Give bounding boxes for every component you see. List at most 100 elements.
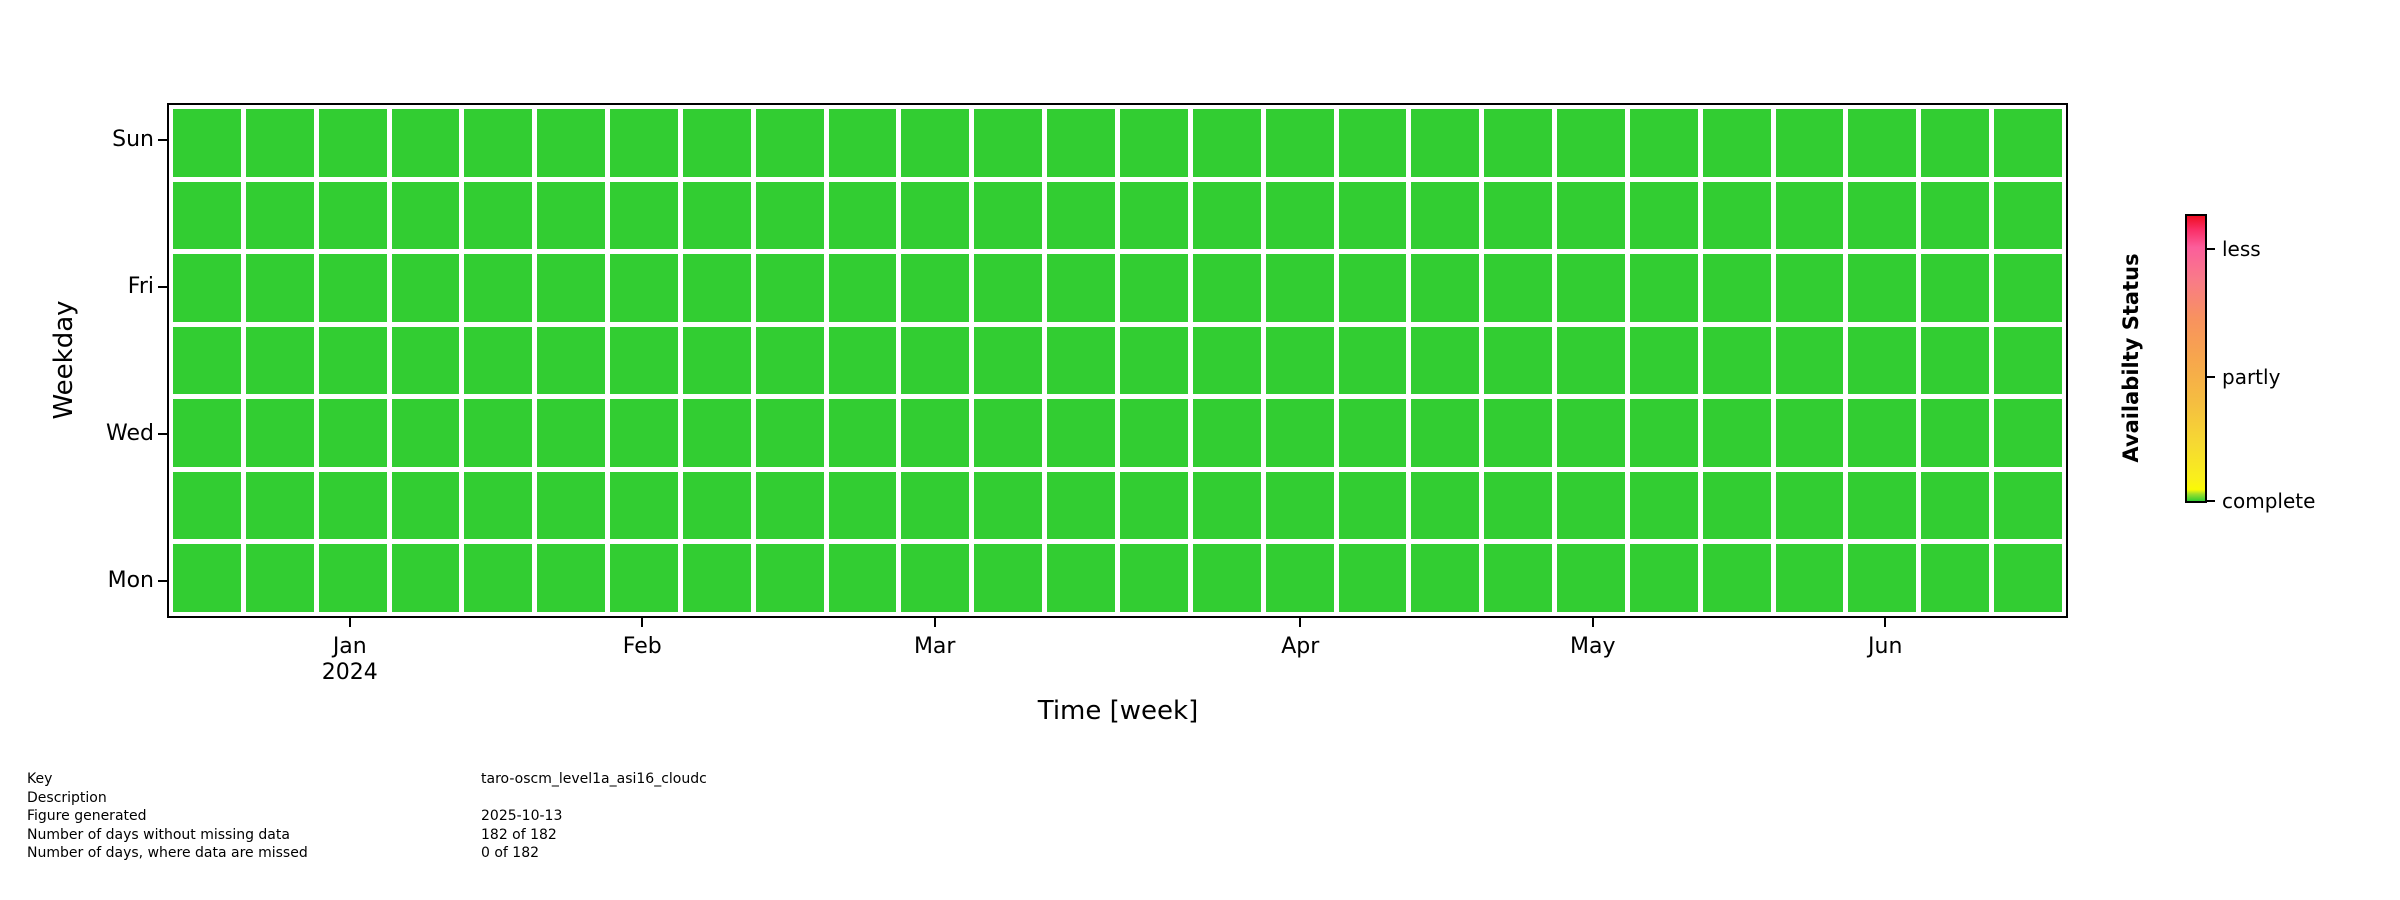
- heatmap-cell: [1411, 399, 1480, 467]
- heatmap-cell: [1848, 109, 1917, 177]
- colorbar-tick-mark: [2207, 500, 2215, 502]
- heatmap-cell: [1119, 471, 1188, 540]
- heatmap-cell: [1411, 326, 1480, 395]
- heatmap-cell: [1265, 109, 1334, 177]
- heatmap-cell: [1119, 254, 1188, 322]
- heatmap-cell: [1629, 544, 1698, 612]
- x-tick-label: Jun: [1868, 634, 1903, 659]
- heatmap-cell: [974, 326, 1043, 395]
- heatmap-cell: [828, 471, 897, 540]
- heatmap-cell: [173, 544, 241, 612]
- heatmap-cell: [828, 109, 897, 177]
- heatmap-cell: [1629, 181, 1698, 250]
- heatmap-cell: [245, 109, 314, 177]
- heatmap-cell: [610, 471, 678, 540]
- heatmap-cell: [974, 254, 1043, 322]
- heatmap-cell: [755, 399, 824, 467]
- heatmap-cell: [1411, 109, 1480, 177]
- heatmap-cell: [1921, 109, 1990, 177]
- heatmap-cell: [1629, 399, 1698, 467]
- heatmap-cell: [1192, 109, 1261, 177]
- heatmap-cell: [1775, 471, 1844, 540]
- colorbar-tick-label: complete: [2222, 489, 2316, 513]
- heatmap-cell: [1702, 471, 1771, 540]
- heatmap-cell: [901, 544, 970, 612]
- heatmap-cell: [974, 181, 1043, 250]
- heatmap-cell: [682, 544, 751, 612]
- heatmap-cell: [1338, 471, 1407, 540]
- heatmap-cell: [1484, 109, 1553, 177]
- x-tick-mark: [1299, 618, 1302, 627]
- heatmap-cell: [1338, 399, 1407, 467]
- heatmap-cell: [1484, 544, 1553, 612]
- x-tick-mark: [933, 618, 936, 627]
- heatmap-cell: [974, 109, 1043, 177]
- heatmap-cell: [1484, 471, 1553, 540]
- y-tick-label: Fri: [127, 273, 154, 299]
- heatmap-grid: [169, 105, 2066, 616]
- heatmap-cell: [245, 254, 314, 322]
- heatmap-cell: [974, 399, 1043, 467]
- heatmap-cell: [1557, 254, 1625, 322]
- heatmap-cell: [610, 399, 678, 467]
- heatmap-cell: [173, 109, 241, 177]
- heatmap-cell: [1775, 326, 1844, 395]
- x-tick-label: Jan: [332, 634, 367, 659]
- heatmap-cell: [1411, 544, 1480, 612]
- heatmap-cell: [1994, 399, 2062, 467]
- heatmap-cell: [1629, 254, 1698, 322]
- heatmap-cell: [1047, 399, 1115, 467]
- heatmap-cell: [464, 109, 533, 177]
- heatmap-cell: [1047, 109, 1115, 177]
- heatmap-cell: [1411, 181, 1480, 250]
- heatmap-cell: [391, 254, 460, 322]
- heatmap-cell: [1265, 471, 1334, 540]
- heatmap-cell: [1119, 326, 1188, 395]
- heatmap-cell: [1192, 326, 1261, 395]
- heatmap-cell: [318, 399, 387, 467]
- info-row-value: 182 of 182: [481, 826, 557, 843]
- heatmap-cell: [391, 109, 460, 177]
- heatmap-cell: [537, 544, 606, 612]
- heatmap-cell: [682, 471, 751, 540]
- heatmap-cell: [318, 544, 387, 612]
- y-tick-label: Wed: [106, 421, 154, 447]
- heatmap-cell: [1265, 181, 1334, 250]
- heatmap-cell: [1702, 326, 1771, 395]
- heatmap-cell: [391, 181, 460, 250]
- heatmap-cell: [1775, 399, 1844, 467]
- heatmap-cell: [828, 181, 897, 250]
- heatmap-cell: [245, 326, 314, 395]
- heatmap-cell: [1848, 254, 1917, 322]
- y-tick-mark: [158, 580, 167, 583]
- heatmap-cell: [1921, 326, 1990, 395]
- heatmap-cell: [1192, 254, 1261, 322]
- y-tick-label: Mon: [107, 568, 154, 594]
- heatmap-cell: [1557, 471, 1625, 540]
- heatmap-cell: [1994, 326, 2062, 395]
- heatmap-cell: [318, 254, 387, 322]
- heatmap-cell: [245, 544, 314, 612]
- heatmap-cell: [1338, 109, 1407, 177]
- x-tick-mark: [348, 618, 351, 627]
- heatmap-cell: [1338, 326, 1407, 395]
- heatmap-cell: [537, 326, 606, 395]
- heatmap-cell: [610, 544, 678, 612]
- heatmap-cell: [1265, 326, 1334, 395]
- heatmap-cell: [1921, 399, 1990, 467]
- heatmap-cell: [1775, 544, 1844, 612]
- heatmap-cell: [1265, 254, 1334, 322]
- heatmap-cell: [1921, 181, 1990, 250]
- heatmap-cell: [1192, 181, 1261, 250]
- heatmap-cell: [1047, 471, 1115, 540]
- heatmap-cell: [1775, 254, 1844, 322]
- heatmap-cell: [1921, 254, 1990, 322]
- x-tick-mark: [641, 618, 644, 627]
- heatmap-cell: [1265, 399, 1334, 467]
- heatmap-cell: [1848, 326, 1917, 395]
- heatmap-cell: [682, 326, 751, 395]
- heatmap-cell: [610, 109, 678, 177]
- heatmap-cell: [1702, 181, 1771, 250]
- heatmap-cell: [755, 471, 824, 540]
